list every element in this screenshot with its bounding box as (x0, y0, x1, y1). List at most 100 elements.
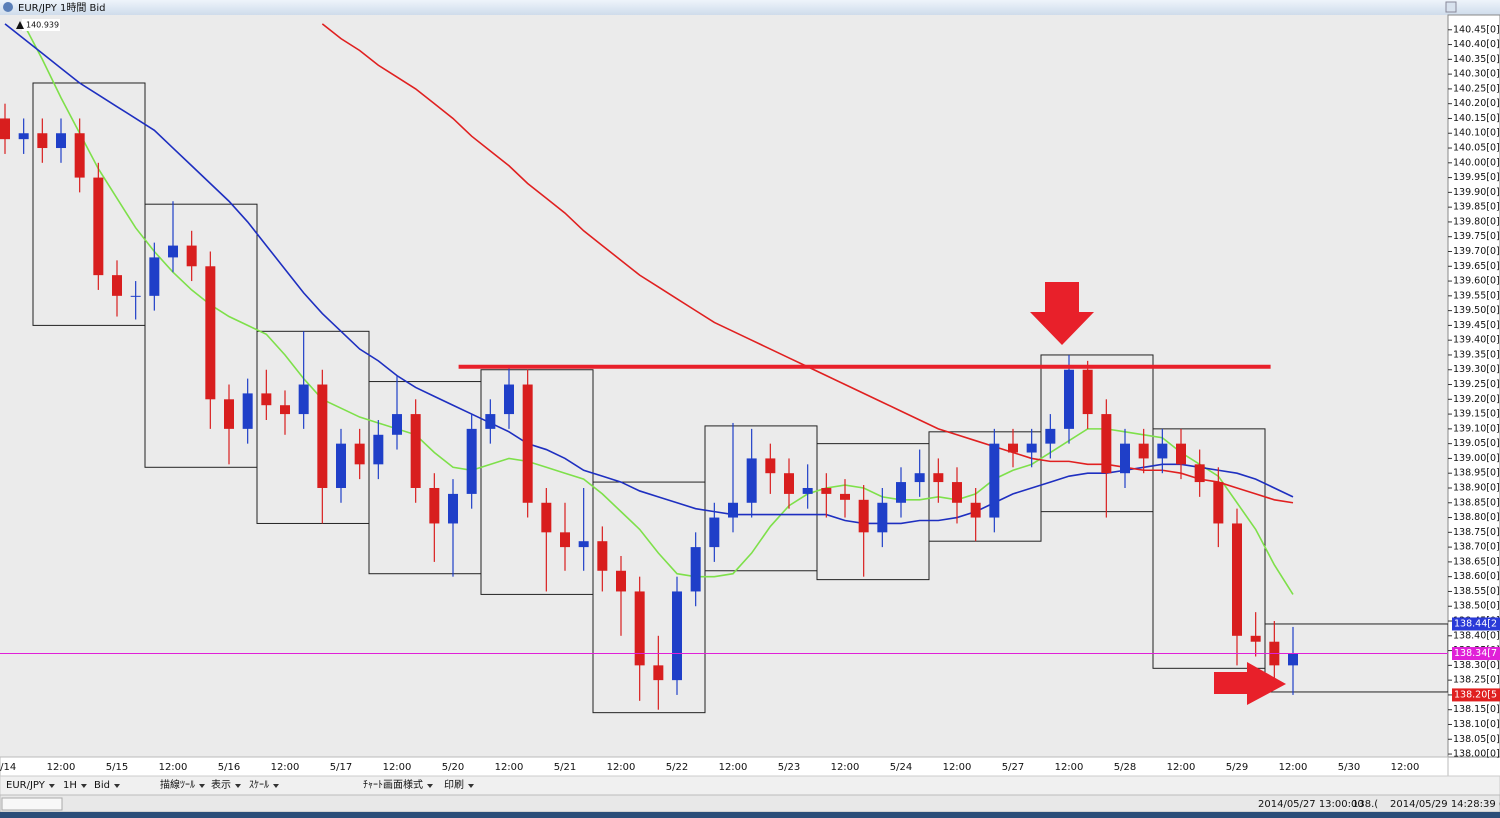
candle-body (616, 570, 626, 592)
candle-body (1101, 414, 1112, 474)
y-tick-label: 138.15[0] (1453, 704, 1500, 715)
toolbar-item[interactable]: ｽｹｰﾙ (249, 779, 269, 791)
candle-body (970, 502, 981, 518)
toolbar-item[interactable]: 描線ﾂｰﾙ (160, 778, 195, 791)
x-tick-label: 5/16 (218, 762, 240, 773)
annotation-marker (16, 21, 24, 29)
candle-body (802, 487, 813, 494)
candle-body (168, 245, 178, 258)
right-arrow (1214, 662, 1286, 705)
candle-body (821, 487, 832, 494)
candle-body (672, 591, 682, 681)
candle-body (448, 493, 458, 524)
candle-body (149, 257, 160, 296)
dropdown-arrow (80, 784, 87, 788)
y-tick-label: 139.10[0] (1453, 423, 1500, 434)
candle-body (37, 133, 48, 149)
candle-body (578, 541, 589, 548)
toolbar-item[interactable]: ﾁｬｰﾄ画面様式 (363, 778, 423, 791)
y-tick-label: 139.85[0] (1453, 202, 1500, 213)
dropdown-arrow (427, 784, 433, 788)
candle-body (1026, 443, 1037, 453)
candle-body (466, 428, 477, 494)
candle-body (1008, 443, 1018, 453)
toolbar-item[interactable]: 印刷 (444, 779, 464, 791)
y-tick-label: 138.55[0] (1453, 586, 1500, 597)
daily-range (1264, 623, 1448, 693)
x-tick-label: 5/23 (778, 762, 800, 773)
y-tick-label: 139.65[0] (1453, 261, 1500, 272)
candle-body (1082, 369, 1093, 415)
candle-body (392, 414, 402, 435)
y-tick-label: 138.60[0] (1453, 571, 1500, 582)
window-title: EUR/JPY 1時間 Bid (18, 2, 106, 14)
y-tick-label: 138.80[0] (1453, 512, 1500, 523)
candle-body (298, 384, 309, 415)
candle-body (0, 118, 10, 140)
x-tick-label: 12:00 (831, 762, 860, 773)
x-tick-label: 5/17 (330, 762, 352, 773)
app-icon (3, 2, 13, 12)
price-tag-label: 138.20[5 (1454, 689, 1497, 700)
moving-average (22, 23, 1294, 595)
y-tick-label: 138.40[0] (1453, 630, 1500, 641)
y-tick-label: 139.25[0] (1453, 379, 1500, 390)
y-tick-label: 138.95[0] (1453, 468, 1500, 479)
x-tick-label: 5/24 (890, 762, 912, 773)
candle-body (317, 384, 328, 488)
candle-body (1120, 443, 1130, 474)
y-tick-label: 140.15[0] (1453, 113, 1500, 124)
down-arrow (1030, 282, 1094, 345)
candle-body (858, 499, 869, 533)
x-tick-label: 12:00 (271, 762, 300, 773)
scrollbar[interactable] (1, 797, 63, 811)
x-tick-label: 5/21 (554, 762, 576, 773)
candle-body (914, 473, 925, 483)
y-tick-label: 139.15[0] (1453, 409, 1500, 420)
y-tick-label: 140.40[0] (1453, 39, 1500, 50)
toolbar-item[interactable]: EUR/JPY (6, 780, 46, 791)
x-tick-label: 5/29 (1226, 762, 1248, 773)
candle-body (634, 591, 645, 666)
candle-body (485, 414, 496, 429)
candle-body (1157, 443, 1168, 459)
toolbar-item[interactable]: 1H (63, 780, 77, 791)
price-tag (1452, 617, 1500, 631)
x-tick-label: 12:00 (719, 762, 748, 773)
y-tick-label: 139.35[0] (1453, 349, 1500, 360)
candle-body (728, 502, 738, 518)
window-button[interactable] (1445, 1, 1457, 13)
candle-body (933, 473, 944, 483)
status-text: 2014/05/27 13:00:00 (1258, 799, 1364, 810)
y-tick-label: 139.90[0] (1453, 187, 1500, 198)
candle-body (1045, 428, 1056, 444)
candle-body (1176, 443, 1186, 465)
plot (0, 23, 1448, 714)
y-tick-label: 138.05[0] (1453, 734, 1500, 745)
candle-body (1250, 635, 1261, 642)
candle-body (18, 133, 29, 140)
candle-body (504, 384, 514, 415)
candle-body (373, 434, 384, 465)
y-tick-label: 138.65[0] (1453, 556, 1500, 567)
y-tick-label: 140.00[0] (1453, 157, 1500, 168)
candle-body (56, 133, 66, 149)
y-tick-label: 138.00[0] (1453, 749, 1500, 760)
y-tick-label: 139.45[0] (1453, 320, 1500, 331)
y-tick-label: 138.90[0] (1453, 482, 1500, 493)
toolbar-item[interactable]: Bid (94, 780, 110, 791)
candle-body (242, 393, 253, 429)
y-tick-label: 140.25[0] (1453, 83, 1500, 94)
candle-body (1138, 443, 1149, 459)
candle-body (205, 266, 216, 400)
price-tag (1452, 647, 1500, 661)
x-tick-label: 5/20 (442, 762, 464, 773)
candle-body (354, 443, 365, 465)
x-tick-label: 12:00 (607, 762, 636, 773)
candle-body (1194, 464, 1205, 483)
price-tag-label: 138.34[7 (1454, 648, 1497, 659)
dropdown-arrow (199, 784, 205, 788)
toolbar-item[interactable]: 表示 (211, 778, 231, 791)
candle-body (429, 487, 440, 524)
y-tick-label: 140.05[0] (1453, 143, 1500, 154)
